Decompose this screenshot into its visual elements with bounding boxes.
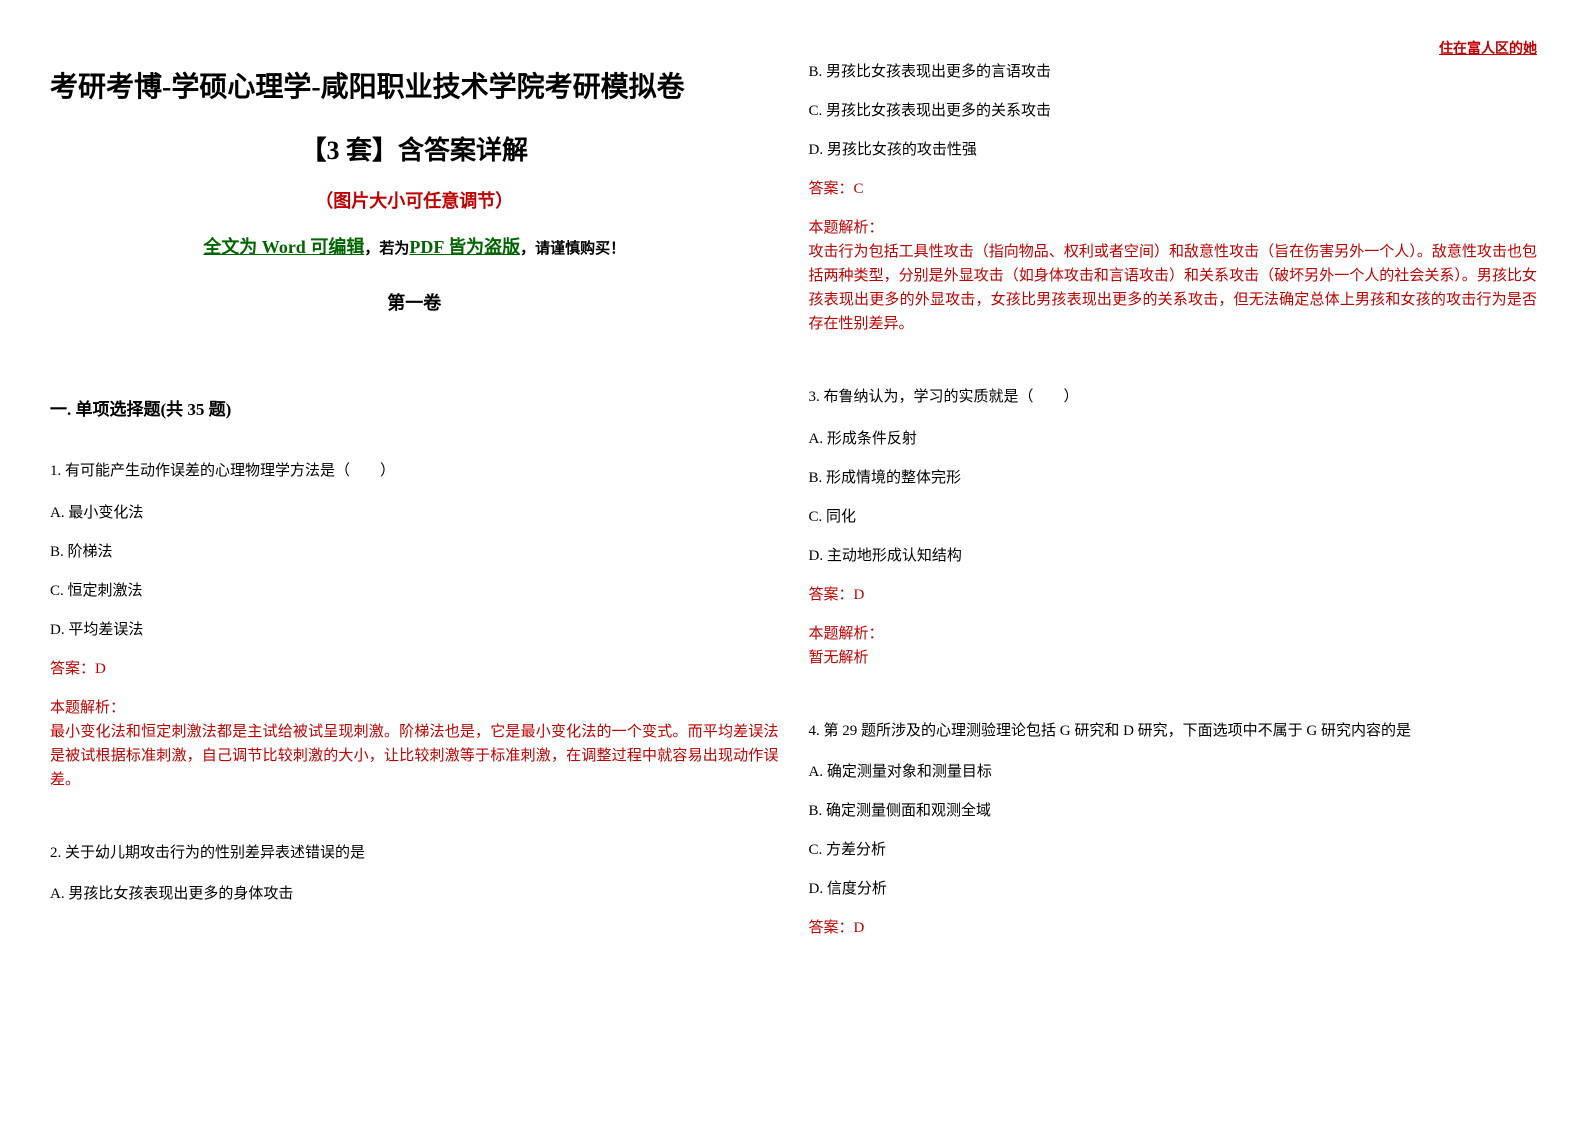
q4-option-b: B. 确定测量侧面和观测全域 bbox=[809, 799, 1538, 820]
q3-analysis-body: 暂无解析 bbox=[809, 646, 1538, 670]
q4-stem: 4. 第 29 题所涉及的心理测验理论包括 G 研究和 D 研究，下面选项中不属… bbox=[809, 720, 1538, 743]
section-1-title: 一. 单项选择题(共 35 题) bbox=[50, 395, 779, 420]
q4-answer: 答案：D bbox=[809, 916, 1538, 937]
question-3: 3. 布鲁纳认为，学习的实质就是（ ） A. 形成条件反射 B. 形成情境的整体… bbox=[809, 386, 1538, 670]
q3-option-d: D. 主动地形成认知结构 bbox=[809, 544, 1538, 565]
q2-option-d: D. 男孩比女孩的攻击性强 bbox=[809, 138, 1538, 159]
q3-answer: 答案：D bbox=[809, 583, 1538, 604]
q3-option-a: A. 形成条件反射 bbox=[809, 427, 1538, 448]
word-mid-text: ，若为 bbox=[364, 241, 409, 257]
word-editable-text: 全文为 Word 可编辑 bbox=[203, 237, 364, 257]
q1-analysis-label: 本题解析： bbox=[50, 696, 779, 720]
column-left: 考研考博-学硕心理学-咸阳职业技术学院考研模拟卷 【3 套】含答案详解 （图片大… bbox=[50, 60, 779, 937]
pdf-pirate-text: PDF 皆为盗版 bbox=[409, 237, 520, 257]
question-2-start: 2. 关于幼儿期攻击行为的性别差异表述错误的是 A. 男孩比女孩表现出更多的身体… bbox=[50, 842, 779, 904]
doc-note: （图片大小可任意调节） bbox=[50, 187, 779, 213]
q3-analysis-label: 本题解析： bbox=[809, 622, 1538, 646]
q2-option-a: A. 男孩比女孩表现出更多的身体攻击 bbox=[50, 882, 779, 903]
column-right: B. 男孩比女孩表现出更多的言语攻击 C. 男孩比女孩表现出更多的关系攻击 D.… bbox=[809, 60, 1538, 937]
q1-option-c: C. 恒定刺激法 bbox=[50, 579, 779, 600]
q1-option-d: D. 平均差误法 bbox=[50, 618, 779, 639]
doc-title: 考研考博-学硕心理学-咸阳职业技术学院考研模拟卷 bbox=[50, 65, 779, 105]
q2-stem: 2. 关于幼儿期攻击行为的性别差异表述错误的是 bbox=[50, 842, 779, 865]
q4-option-a: A. 确定测量对象和测量目标 bbox=[809, 760, 1538, 781]
q1-option-a: A. 最小变化法 bbox=[50, 501, 779, 522]
header-watermark: 住在富人区的她 bbox=[1439, 38, 1537, 58]
q2-option-b: B. 男孩比女孩表现出更多的言语攻击 bbox=[809, 60, 1538, 81]
question-4: 4. 第 29 题所涉及的心理测验理论包括 G 研究和 D 研究，下面选项中不属… bbox=[809, 720, 1538, 938]
q2-analysis-label: 本题解析： bbox=[809, 216, 1538, 240]
two-column-layout: 考研考博-学硕心理学-咸阳职业技术学院考研模拟卷 【3 套】含答案详解 （图片大… bbox=[50, 60, 1537, 937]
q1-answer: 答案：D bbox=[50, 657, 779, 678]
q4-option-c: C. 方差分析 bbox=[809, 838, 1538, 859]
q2-analysis-body: 攻击行为包括工具性攻击（指向物品、权利或者空间）和敌意性攻击（旨在伤害另外一个人… bbox=[809, 240, 1538, 336]
doc-subtitle: 【3 套】含答案详解 bbox=[50, 130, 779, 167]
q3-option-b: B. 形成情境的整体完形 bbox=[809, 466, 1538, 487]
q2-answer: 答案：C bbox=[809, 177, 1538, 198]
q3-option-c: C. 同化 bbox=[809, 505, 1538, 526]
q2-option-c: C. 男孩比女孩表现出更多的关系攻击 bbox=[809, 99, 1538, 120]
volume-heading: 第一卷 bbox=[50, 289, 779, 315]
word-suffix-text: ，请谨慎购买！ bbox=[520, 241, 625, 257]
q1-stem: 1. 有可能产生动作误差的心理物理学方法是（ ） bbox=[50, 460, 779, 483]
q3-stem: 3. 布鲁纳认为，学习的实质就是（ ） bbox=[809, 386, 1538, 409]
q1-analysis-body: 最小变化法和恒定刺激法都是主试给被试呈现刺激。阶梯法也是，它是最小变化法的一个变… bbox=[50, 720, 779, 792]
q1-option-b: B. 阶梯法 bbox=[50, 540, 779, 561]
word-edit-notice: 全文为 Word 可编辑，若为PDF 皆为盗版，请谨慎购买！ bbox=[50, 233, 779, 259]
question-1: 1. 有可能产生动作误差的心理物理学方法是（ ） A. 最小变化法 B. 阶梯法… bbox=[50, 460, 779, 792]
q4-option-d: D. 信度分析 bbox=[809, 877, 1538, 898]
question-2-cont: B. 男孩比女孩表现出更多的言语攻击 C. 男孩比女孩表现出更多的关系攻击 D.… bbox=[809, 60, 1538, 336]
